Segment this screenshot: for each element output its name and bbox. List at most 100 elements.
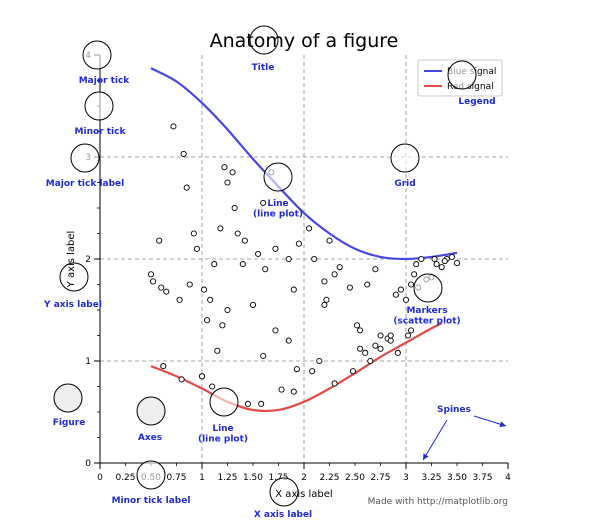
marker-line-blue [263, 162, 293, 192]
scatter-point-79 [367, 357, 374, 365]
scatter-point-94 [441, 257, 448, 265]
marker-minor-tick-label [136, 460, 166, 490]
y-major-tick-label-1: 1 [85, 357, 91, 367]
marker-major-tick [82, 40, 112, 70]
scatter-point-83 [413, 261, 420, 268]
marker-major-tick-label [70, 143, 100, 173]
anno-minor-tick-label: Minor tick label [112, 496, 191, 506]
scatter-point-16 [221, 164, 228, 171]
anno-major-tick: Major tick [79, 76, 131, 86]
scatter-point-45 [346, 284, 353, 291]
scatter-point-18 [229, 169, 236, 176]
scatter-point-71 [258, 400, 265, 407]
y-major-tick-label-0: 0 [85, 459, 91, 469]
anno-title: Title [252, 63, 275, 73]
marker-axes [136, 396, 166, 426]
scatter-point-74 [309, 368, 316, 375]
scatter-point-70 [244, 400, 251, 407]
marker-grid [390, 143, 420, 173]
scatter-point-21 [239, 261, 246, 268]
x-axis-label: X axis label [275, 489, 332, 500]
marker-legend [447, 60, 477, 90]
x-major-tick-label-3: 3 [403, 473, 409, 483]
scatter-point-4 [190, 230, 197, 237]
x-minor-tick-label-11: 3.75 [472, 473, 492, 483]
scatter-point-30 [295, 240, 302, 247]
scatter-point-14 [217, 225, 224, 232]
x-major-tick-label-2: 2 [301, 473, 307, 483]
anno-line-red: Line (line plot) [198, 424, 248, 444]
x-minor-tick-label-2: 0.75 [166, 473, 186, 483]
x-minor-tick-label-5: 1.75 [268, 473, 288, 483]
scatter-point-50 [377, 332, 384, 339]
scatter-point-20 [241, 237, 248, 244]
scatter-point-67 [178, 376, 185, 383]
scatter-point-2 [156, 237, 163, 244]
spine-arrow-bottom [422, 419, 448, 461]
scatter-point-64 [448, 253, 455, 261]
scatter-point-7 [149, 278, 157, 285]
scatter-point-15 [211, 261, 218, 268]
scatter-point-49 [372, 266, 379, 273]
marker-scatter [413, 273, 443, 303]
anno-line-blue: Line (line plot) [253, 199, 303, 219]
scatter-point-38 [214, 347, 221, 354]
anno-minor-tick: Minor tick [75, 127, 127, 137]
scatter-point-72 [278, 386, 285, 393]
anno-markers: Markers (scatter plot) [393, 306, 460, 326]
credit-text: Made with http://matplotlib.org [368, 497, 508, 507]
scatter-point-57 [411, 271, 418, 278]
scatter-point-17 [224, 179, 231, 186]
series-line-1 [150, 322, 443, 413]
scatter-point-54 [402, 296, 410, 303]
scatter-point-65 [453, 260, 461, 267]
scatter-point-23 [249, 301, 257, 308]
scatter-point-19 [234, 230, 241, 237]
marker-y-axis-label [59, 262, 89, 292]
anno-axes: Axes [138, 433, 162, 443]
x-minor-tick-label-8: 2.75 [370, 473, 390, 483]
scatter-point-11 [193, 245, 200, 252]
scatter-point-42 [323, 296, 330, 303]
scatter-point-43 [331, 271, 338, 278]
marker-title [249, 25, 279, 55]
anno-legend: Legend [458, 97, 495, 107]
legend-entry-1: Red signal [447, 82, 494, 92]
scatter-point-56 [408, 327, 415, 334]
scatter-point-80 [377, 345, 384, 352]
scatter-point-6 [147, 271, 155, 278]
scatter-point-61 [433, 261, 440, 268]
scatter-point-24 [262, 266, 269, 273]
scatter-point-26 [272, 245, 279, 252]
x-major-tick-label-4: 4 [505, 473, 511, 483]
scatter-point-44 [336, 264, 343, 271]
marker-minor-tick [84, 91, 114, 121]
scatter-point-55 [404, 332, 412, 339]
scatter-point-10 [186, 281, 193, 288]
scatter-point-78 [357, 345, 364, 352]
scatter-point-52 [392, 291, 399, 298]
x-minor-tick-label-7: 2.50 [345, 473, 365, 483]
x-minor-tick-label-0: 0.25 [115, 473, 135, 483]
scatter-point-92 [408, 281, 415, 288]
scatter-point-40 [224, 306, 231, 314]
x-minor-tick-label-6: 2.25 [319, 473, 339, 483]
scatter-point-35 [326, 237, 333, 244]
x-minor-tick-label-9: 3.25 [421, 473, 441, 483]
scatter-point-85 [260, 352, 267, 359]
scatter-point-68 [198, 373, 206, 380]
chart-title: Anatomy of a figure [210, 30, 399, 52]
scatter-point-32 [290, 286, 297, 293]
scatter-point-88 [293, 366, 300, 373]
scatter-point-29 [285, 255, 292, 263]
scatter-point-75 [316, 357, 323, 365]
scatter-point-34 [321, 278, 328, 285]
scatter-point-81 [387, 337, 394, 344]
scatter-point-77 [349, 368, 357, 375]
scatter-point-91 [387, 332, 394, 339]
scatter-point-76 [331, 380, 338, 387]
scatter-point-73 [290, 388, 297, 395]
scatter-point-84 [418, 255, 425, 263]
x-minor-tick-label-4: 1.50 [243, 473, 263, 483]
